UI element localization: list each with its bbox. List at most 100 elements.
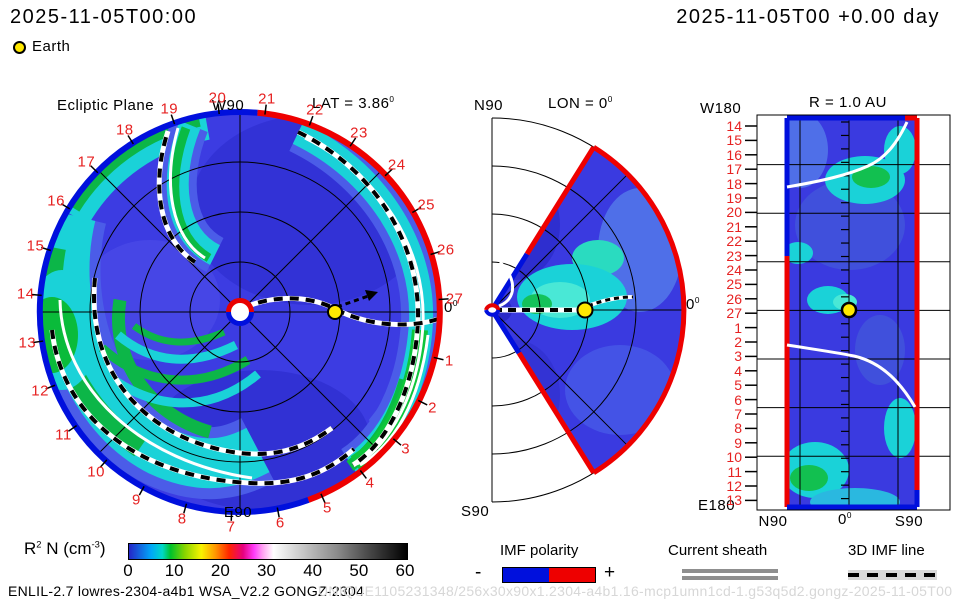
imf-line-meridional (494, 295, 634, 313)
colorbar-exponent: 2 (36, 539, 42, 550)
imf-line-title: 3D IMF line (848, 542, 925, 559)
ecliptic-day-label: 6 (275, 514, 285, 532)
ecliptic-day-label: 5 (323, 499, 332, 517)
radial-day-label: 5 (734, 377, 742, 394)
radial-w180-label: W180 (700, 100, 742, 117)
ecliptic-w90-label: W90 (211, 97, 245, 114)
ecliptic-day-label: 27 (445, 290, 464, 307)
colorbar-label-close: ) (99, 539, 106, 558)
radial-day-label: 25 (726, 276, 742, 293)
ecliptic-day-label: 21 (258, 90, 276, 108)
radial-day-label: 22 (726, 233, 742, 250)
colorbar-tick: 40 (303, 561, 323, 580)
ecliptic-day-label: 12 (31, 382, 49, 400)
ecliptic-day-label: 9 (132, 491, 141, 509)
radial-day-label: 1 (734, 319, 742, 336)
ecliptic-day-label: 4 (365, 474, 375, 492)
radial-day-label: 11 (727, 463, 742, 480)
degree-sign: 0 (389, 95, 395, 104)
zero-value: 0 (444, 299, 453, 316)
ecliptic-day-label: 26 (436, 241, 455, 259)
imf-positive-swatch (549, 568, 595, 582)
earth-marker-radial (840, 301, 858, 319)
ecliptic-day-label: 24 (387, 156, 406, 174)
colorbar-tick: 0 (123, 561, 133, 580)
timestamp-current: 2025-11-05T00:00 (10, 6, 198, 28)
radial-title: R = 1.0 AU (809, 94, 887, 111)
colorbar-label: R2 N (cm-3) (24, 539, 106, 559)
radial-day-label: 4 (734, 362, 742, 379)
ecliptic-day-label: 11 (55, 426, 72, 444)
current-sheath-sample-top (682, 569, 778, 573)
earth-marker-ecliptic (327, 304, 343, 320)
radial-day-label: 24 (726, 262, 742, 278)
radial-day-label: 18 (726, 175, 742, 192)
ecliptic-day-label: 23 (350, 124, 368, 142)
colorbar-label-r: R (24, 539, 37, 558)
ecliptic-day-ticks (31, 104, 449, 521)
zero-value: 0 (838, 511, 847, 528)
ecliptic-day-label: 16 (47, 192, 65, 210)
meridional-borders (489, 145, 687, 475)
radial-day-label: 27 (726, 305, 742, 322)
radial-day-label: 8 (734, 420, 742, 437)
radial-day-label: 7 (734, 406, 742, 422)
colorbar-tick: 10 (164, 561, 184, 580)
ecliptic-lat-value: LAT = 3.86 (312, 95, 390, 112)
ecliptic-zero-label: 00 (444, 299, 458, 316)
earth-marker-meridional (576, 301, 594, 319)
ecliptic-day-label: 18 (115, 121, 134, 139)
ecliptic-panel (31, 104, 449, 521)
ecliptic-day-label: 8 (177, 510, 187, 528)
imf-line-sample (848, 570, 937, 580)
current-sheath-meridional (498, 260, 515, 308)
radial-day-label: 6 (734, 391, 742, 408)
radial-day-label: 9 (734, 434, 742, 451)
current-sheath-title: Current sheath (668, 542, 768, 559)
ecliptic-density-field (40, 112, 440, 512)
ecliptic-border-positive (257, 109, 443, 503)
radial-day-label: 15 (726, 132, 742, 149)
ecliptic-border-negative (36, 109, 310, 516)
run-id-watermark: UNIQUE1105231348/256x30x90x1.2304-a4b1.1… (318, 583, 953, 599)
radial-day-label: 13 (726, 492, 742, 509)
degree-sign: 0 (694, 296, 700, 305)
current-sheath-sample-bottom (682, 576, 778, 580)
ecliptic-day-label: 14 (16, 285, 35, 303)
ecliptic-day-label: 10 (87, 463, 105, 481)
radial-day-label: 19 (726, 190, 742, 206)
sun-marker-meridional (484, 303, 501, 317)
meridional-zero-label: 00 (686, 296, 700, 313)
ecliptic-day-label: 22 (306, 101, 324, 119)
ecliptic-day-label: 1 (444, 352, 454, 370)
radial-xaxis-zero: 00 (838, 511, 852, 528)
earth-legend-icon (13, 41, 26, 54)
degree-sign: 0 (607, 95, 613, 104)
radial-day-ticks (745, 125, 757, 502)
earth-legend-label: Earth (32, 38, 71, 55)
meridional-lon-value: LON = 0 (548, 95, 608, 112)
radial-day-label: 17 (726, 161, 742, 178)
radial-xaxis-s90: S90 (894, 513, 924, 530)
colorbar-tick: 20 (210, 561, 230, 580)
ecliptic-day-label: 19 (160, 100, 179, 118)
ecliptic-day-label: 15 (26, 237, 45, 255)
imf-plus-sign: + (604, 562, 616, 583)
radial-day-label: 10 (726, 449, 742, 466)
meridional-panel (484, 117, 687, 503)
imf-line-dashes (848, 573, 937, 577)
colorbar-unit-exponent: -3 (91, 539, 100, 550)
radial-e180-label: E180 (698, 497, 736, 514)
ecliptic-e90-label: E90 (223, 504, 253, 521)
radial-xaxis-n90: N90 (758, 513, 788, 530)
meridional-n90-label: N90 (474, 97, 504, 114)
imf-minus-sign: - (475, 562, 482, 583)
imf-polarity-title: IMF polarity (500, 542, 579, 559)
ecliptic-lat-label: LAT = 3.860 (312, 95, 395, 112)
model-version-label: ENLIL-2.7 lowres-2304-a4b1 WSA_V2.2 GONG… (8, 583, 365, 599)
radial-day-label: 23 (726, 247, 742, 264)
radial-day-label: 2 (734, 334, 742, 350)
timestamp-forecast: 2025-11-05T00 +0.00 day (676, 6, 940, 28)
colorbar-tick: 60 (395, 561, 415, 580)
zero-value: 0 (686, 296, 695, 313)
